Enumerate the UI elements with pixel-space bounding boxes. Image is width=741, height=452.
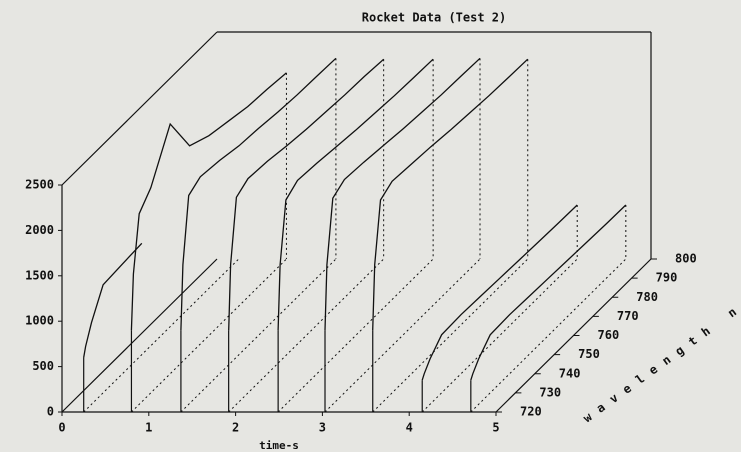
floor-trace	[277, 258, 434, 413]
trace	[228, 58, 385, 331]
y-tick-label: 2000	[25, 223, 54, 237]
x-tick-label: 0	[58, 421, 65, 435]
z-axis-label: wavelength nm	[581, 290, 741, 425]
floor-trace	[421, 258, 578, 413]
z-tick-label: 750	[578, 347, 600, 361]
trace	[470, 204, 627, 381]
y-tick-label: 1500	[25, 268, 54, 282]
y-tick-label: 2500	[25, 178, 54, 192]
trace	[83, 242, 143, 358]
x-tick-label: 2	[232, 421, 239, 435]
x-tick-label: 3	[319, 421, 326, 435]
z-tick-label: 740	[559, 366, 581, 380]
top-left-edge	[61, 31, 218, 186]
trace	[372, 58, 529, 331]
x-tick-label: 5	[492, 421, 499, 435]
z-tick-label: 800	[675, 252, 697, 266]
floor-left-edge	[61, 258, 218, 413]
trace	[130, 72, 287, 331]
floor-trace	[324, 258, 481, 413]
frame	[61, 31, 652, 413]
floor-trace	[83, 258, 240, 413]
z-tick-label: 790	[656, 271, 678, 285]
y-tick-label: 1000	[25, 314, 54, 328]
trace	[277, 58, 434, 331]
trace	[421, 204, 578, 381]
x-tick-label: 4	[406, 421, 413, 435]
z-tick-label: 720	[520, 405, 542, 419]
chart-title: Rocket Data (Test 2)	[362, 11, 507, 25]
trace	[180, 57, 337, 331]
z-tick-label: 770	[617, 309, 639, 323]
floor-trace	[180, 258, 337, 413]
y-tick-label: 500	[32, 359, 54, 373]
floor-trace	[470, 258, 627, 413]
floor-trace	[372, 258, 529, 413]
z-tick-label: 730	[539, 385, 561, 399]
z-tick-label: 760	[598, 328, 620, 342]
x-axis-label: time-s	[259, 439, 299, 452]
floor-trace	[228, 258, 385, 413]
z-tick-label: 780	[636, 290, 658, 304]
trace	[324, 57, 481, 331]
y-tick-label: 0	[47, 405, 54, 419]
floor-trace	[131, 258, 287, 413]
x-tick-label: 1	[145, 421, 152, 435]
